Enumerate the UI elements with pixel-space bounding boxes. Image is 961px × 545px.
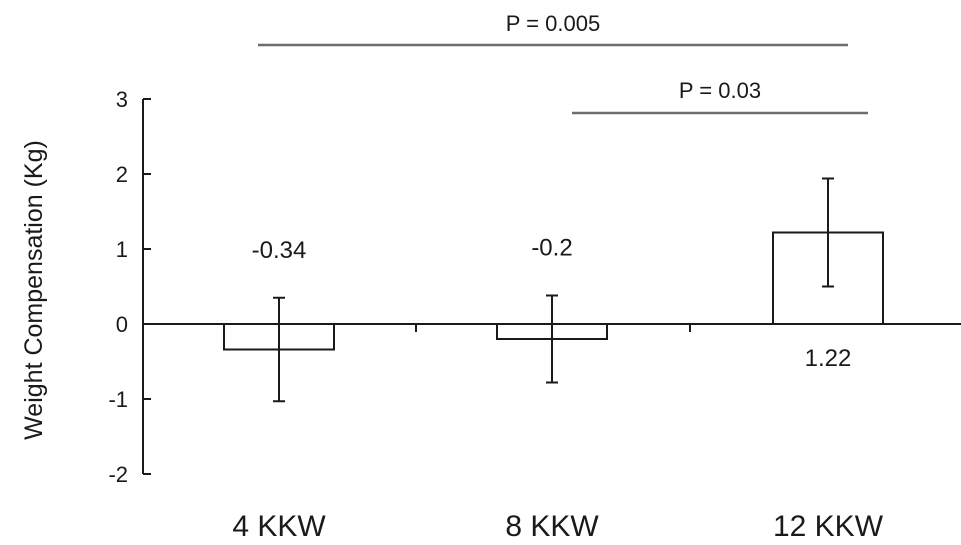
- chart-marks: -2 -1 0 1 2 3 -0.34 4 KKW -0.2 8 KKW 1.22 12 KKW P =…: [108, 11, 961, 543]
- category-label: 4 KKW: [232, 510, 326, 543]
- y-tick-label: 0: [116, 312, 128, 337]
- category-label: 12 KKW: [773, 510, 884, 543]
- data-label: -0.2: [531, 235, 572, 262]
- significance-label: P = 0.005: [506, 11, 600, 36]
- y-axis-title: Weight Compensation (Kg): [20, 140, 48, 440]
- data-label: 1.22: [805, 345, 852, 372]
- significance-label: P = 0.03: [679, 78, 761, 103]
- data-label: -0.34: [252, 237, 307, 264]
- y-tick-label: -1: [108, 387, 128, 412]
- y-tick-label: -2: [108, 462, 128, 487]
- y-tick-label: 1: [116, 237, 128, 262]
- category-label: 8 KKW: [505, 510, 599, 543]
- y-tick-label: 2: [116, 162, 128, 187]
- y-tick-label: 3: [116, 87, 128, 112]
